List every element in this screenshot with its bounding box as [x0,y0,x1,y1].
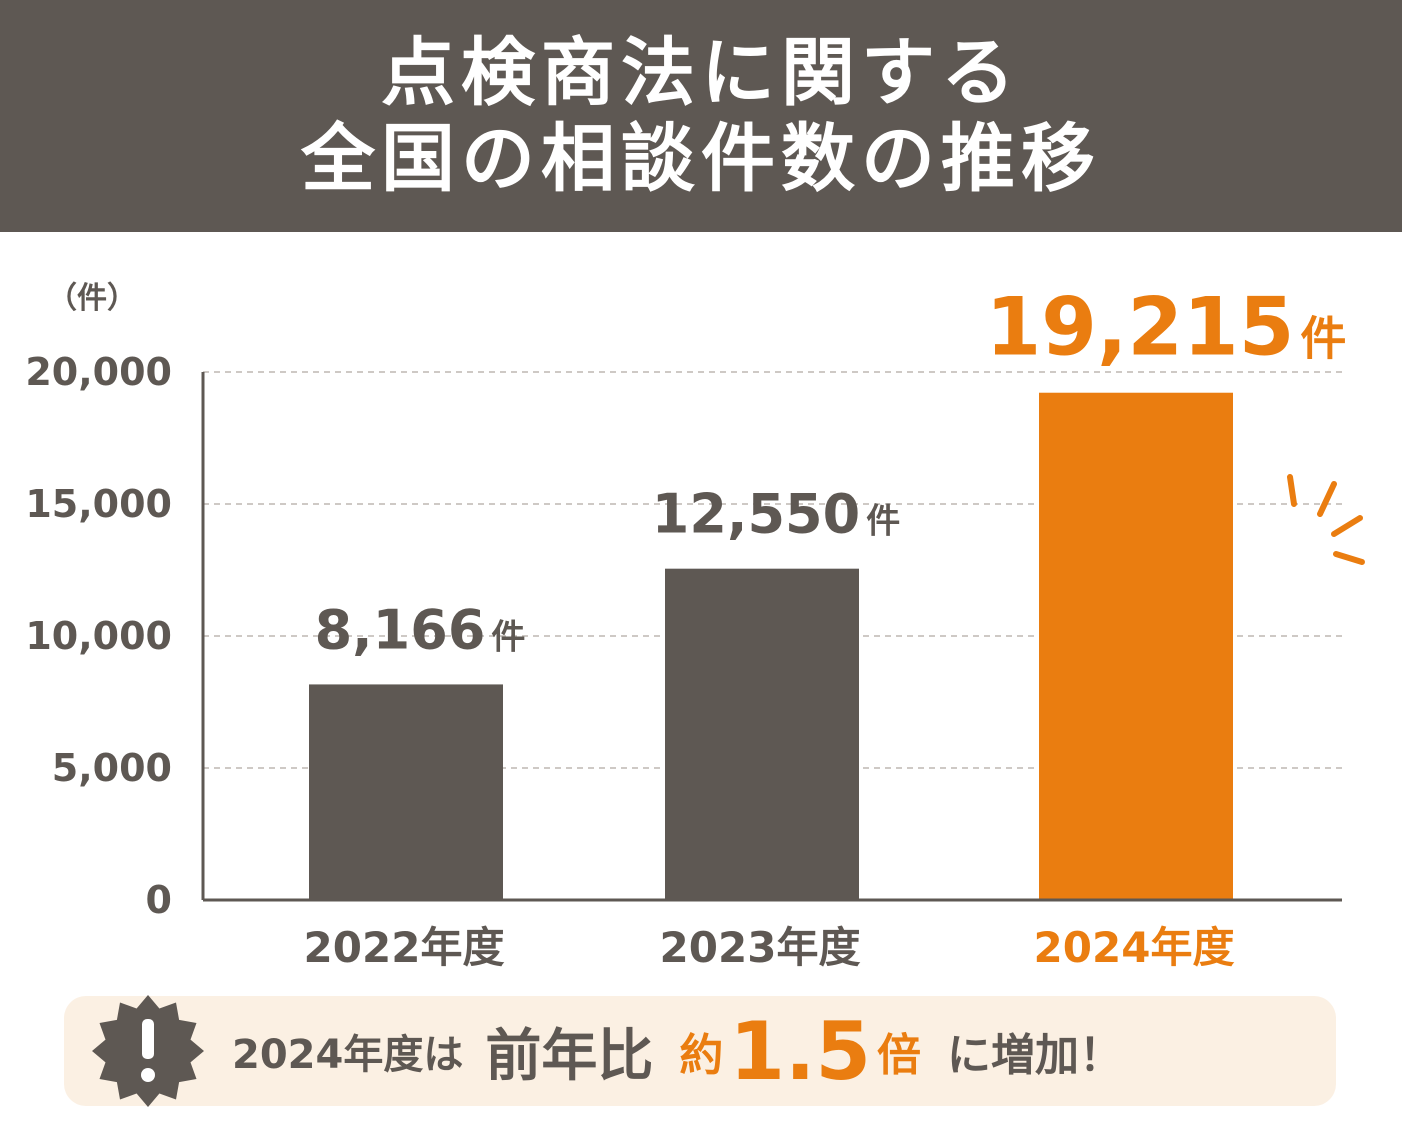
sparkle-line [1317,481,1337,517]
exclamation-bar [142,1019,154,1059]
y-tick-label: 20,000 [25,350,172,394]
bars [309,392,1233,900]
bar [309,684,503,900]
x-tick-label: 2023年度 [660,923,861,972]
summary-approx: 約 [679,1030,724,1081]
title-banner: 点検商法に関する 全国の相談件数の推移 [0,0,1402,232]
value-number: 8,166 [315,598,486,661]
bar [665,568,859,900]
value-label: 19,215 件 [986,281,1347,374]
bar [1039,392,1233,900]
y-tick-label: 10,000 [25,614,172,658]
title-line-1: 点検商法に関する [381,30,1021,116]
summary-comparison: 前年比 [485,1023,654,1089]
value-label: 8,166 件 [315,598,526,661]
x-tick-label: 2024年度 [1034,923,1235,972]
summary-ratio: 1.5 [729,1004,872,1098]
y-tick-label: 5,000 [52,746,172,790]
value-number: 12,550 [652,483,860,546]
sparkle-line [1287,474,1297,507]
value-unit: 件 [1300,312,1346,366]
summary-increase: に増加！ [947,1030,1124,1081]
sparkle-line [1331,515,1363,537]
y-tick-label: 0 [146,878,172,922]
title-line-2: 全国の相談件数の推移 [301,116,1101,202]
sparkle-lines [1287,474,1365,565]
exclamation-badge-icon [92,995,204,1107]
x-tick-label: 2022年度 [304,923,505,972]
sparkle-line [1333,551,1365,565]
summary-year: 2024年度は [232,1032,464,1078]
y-tick-labels: 0 5,000 10,000 15,000 20,000 [25,350,172,922]
y-tick-label: 15,000 [25,482,172,526]
x-tick-labels: 2022年度 2023年度 2024年度 [304,923,1235,972]
y-axis-label: （件） [47,281,137,316]
value-number: 19,215 [986,281,1295,374]
value-unit: 件 [866,502,900,542]
summary-text: 2024年度は 前年比 約 1.5 倍 に増加！ [232,996,1123,1106]
value-labels: 8,166 件12,550 件19,215 件 [315,281,1347,662]
value-label: 12,550 件 [652,483,900,546]
summary-times: 倍 [877,1030,922,1081]
value-unit: 件 [491,617,525,657]
summary-box [64,996,1336,1106]
exclamation-dot [141,1068,155,1082]
